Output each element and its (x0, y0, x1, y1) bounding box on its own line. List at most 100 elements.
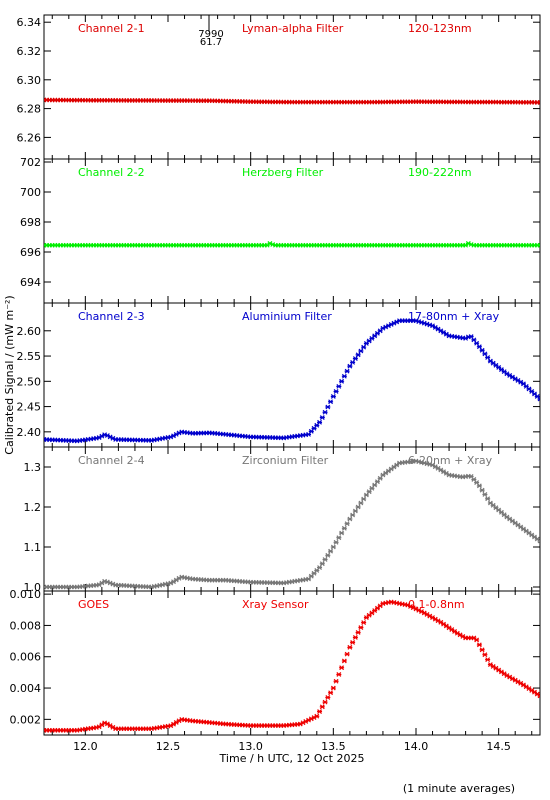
x-tick-label: 12.5 (156, 740, 181, 753)
y-tick-label: 0.010 (10, 588, 42, 601)
data-point (347, 363, 353, 369)
data-point (317, 419, 323, 425)
data-point (314, 713, 320, 719)
data-point (322, 699, 328, 705)
panel-label: 120-123nm (408, 22, 472, 35)
panel-label: Aluminium Filter (242, 310, 332, 323)
y-tick-label: 0.002 (10, 713, 42, 726)
x-tick-label: 14.5 (486, 740, 511, 753)
data-point (485, 496, 491, 502)
data-point (476, 483, 482, 489)
data-point (341, 373, 347, 379)
data-point (355, 504, 361, 510)
y-tick-label: 698 (20, 216, 41, 229)
data-point (377, 475, 383, 481)
marker-label-1: 7990 (198, 29, 223, 40)
data-point (352, 508, 358, 514)
data-point (479, 347, 485, 353)
data-point (537, 538, 540, 544)
data-point (341, 658, 347, 664)
data-point (361, 496, 367, 502)
data-point (344, 521, 350, 527)
data-point (369, 485, 375, 491)
series-points (44, 458, 540, 590)
data-point (347, 644, 353, 650)
y-tick-label: 1.3 (24, 461, 42, 474)
data-point (328, 399, 334, 405)
data-point (372, 482, 378, 488)
data-point (344, 651, 350, 657)
panel-label: Zirconium Filter (242, 454, 329, 467)
panel-frame (43, 446, 541, 592)
data-point (319, 415, 325, 420)
data-point (350, 359, 356, 365)
y-tick-label: 6.30 (17, 74, 42, 87)
data-point (474, 637, 480, 643)
panel-label: Channel 2-4 (78, 454, 145, 467)
data-point (322, 409, 328, 415)
data-point (468, 334, 474, 339)
data-point (482, 351, 488, 357)
series-points (44, 318, 540, 444)
data-point (363, 492, 369, 498)
data-point (474, 480, 480, 485)
data-point (319, 561, 325, 567)
panel-label: GOES (78, 598, 109, 611)
data-point (366, 489, 372, 495)
panel-frame (43, 302, 541, 448)
panel-label: Xray Sensor (242, 598, 309, 611)
y-tick-label: 2.40 (17, 426, 42, 439)
data-point (537, 99, 540, 105)
x-tick-label: 13.5 (321, 740, 346, 753)
y-tick-label: 2.55 (17, 350, 42, 363)
y-tick-label: 700 (20, 186, 41, 199)
data-point (355, 630, 361, 635)
data-point (358, 500, 364, 506)
panel-label: 0.1-0.8nm (408, 598, 465, 611)
data-point (474, 340, 480, 346)
data-point (374, 479, 380, 485)
data-point (325, 552, 331, 558)
series-points (44, 97, 540, 105)
y-tick-label: 2.50 (17, 375, 42, 388)
data-point (352, 635, 358, 640)
y-tick-label: 694 (20, 276, 41, 289)
data-point (358, 348, 364, 354)
data-point (361, 620, 367, 625)
data-point (330, 544, 336, 550)
data-point (333, 678, 339, 684)
x-tick-label: 14.0 (404, 740, 429, 753)
panel-label: Herzberg Filter (242, 166, 324, 179)
data-point (482, 652, 488, 658)
data-point (476, 642, 482, 648)
panel-label: Channel 2-1 (78, 22, 145, 35)
data-point (485, 355, 491, 360)
x-axis-title: Time / h UTC, 12 Oct 2025 (219, 752, 365, 765)
data-point (479, 487, 485, 493)
panel-frame (43, 158, 541, 304)
panel-label: Lyman-alpha Filter (242, 22, 344, 35)
data-point (333, 388, 339, 394)
panel-2: 694 696 698 700 702 Channel 2-2 Herzberg Filte… (20, 156, 541, 304)
data-point (339, 378, 345, 384)
data-point (352, 356, 358, 362)
data-point (325, 695, 331, 700)
y-tick-label: 1.0 (24, 581, 42, 594)
data-point (328, 690, 334, 696)
panel-label: 190-222nm (408, 166, 472, 179)
y-tick-label: 6.34 (17, 16, 42, 29)
panel-label: 17-80nm + Xray (408, 310, 500, 323)
data-point (336, 535, 342, 541)
data-point (361, 344, 367, 350)
y-axis-title: Calibrated Signal / (mW m⁻²) (3, 295, 16, 454)
data-point (336, 383, 342, 389)
data-point (537, 242, 540, 248)
y-tick-label: 6.28 (17, 103, 42, 116)
panels-group: 6.26 6.28 6.30 6.32 6.34 Channel 2-1 Lyman-alp… (10, 14, 541, 753)
panel-label: Channel 2-3 (78, 310, 145, 323)
series-points (44, 599, 540, 733)
y-tick-label: 1.2 (24, 501, 42, 514)
data-point (330, 394, 336, 399)
panel-label: Channel 2-2 (78, 166, 145, 179)
